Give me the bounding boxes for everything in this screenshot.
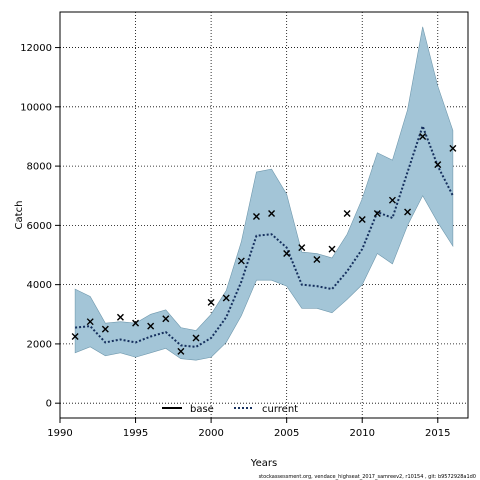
observed-point [162,315,170,323]
observed-points [71,132,457,355]
observed-point [313,255,321,263]
observed-point [222,294,230,302]
observed-point [358,215,366,223]
x-tick-label: 2005 [274,428,299,439]
x-axis: 1990 1995 2000 2005 2010 2015 [47,418,451,439]
observed-point [147,322,155,330]
plot-frame [59,11,469,419]
observed-point [449,144,457,152]
y-tick-label: 2000 [27,339,52,350]
legend: base current [162,404,298,415]
observed-point [86,318,94,326]
observed-point [283,250,291,258]
observed-point [237,257,245,265]
observed-point [373,210,381,218]
legend-label-base: base [190,404,214,415]
x-tick-label: 2000 [198,428,223,439]
observed-point [343,210,351,218]
series-line-current [75,123,454,348]
observed-point [132,319,140,327]
y-tick-label: 8000 [27,162,52,173]
x-tick-label: 1995 [123,428,148,439]
footnote: stockassessment.org, vendace_highseat_20… [259,474,476,480]
observed-point [388,196,396,204]
x-tick-label: 2015 [425,428,450,439]
observed-point [207,298,215,306]
x-tick-label: 1990 [47,428,72,439]
y-tick-label: 0 [46,399,52,410]
y-tick-label: 6000 [27,221,52,232]
observed-point [298,244,306,252]
legend-label-current: current [262,404,298,415]
observed-point [177,347,185,355]
observed-point [328,245,336,253]
y-tick-label: 12000 [20,43,52,54]
observed-point [116,313,124,321]
observed-point [101,325,109,333]
observed-point [71,333,79,340]
x-tick-label: 2010 [349,428,374,439]
y-tick-label: 4000 [27,280,52,291]
confidence-band [74,26,454,361]
x-axis-label: Years [250,458,277,469]
y-axis-label: Catch [14,201,25,230]
observed-point [268,210,276,218]
observed-point [192,334,200,342]
observed-point [252,212,260,220]
y-axis: 0 2000 4000 6000 8000 10000 12000 [20,43,60,410]
observed-point [419,132,427,140]
observed-point [434,161,442,169]
observed-point [404,208,412,216]
y-tick-label: 10000 [20,102,52,113]
